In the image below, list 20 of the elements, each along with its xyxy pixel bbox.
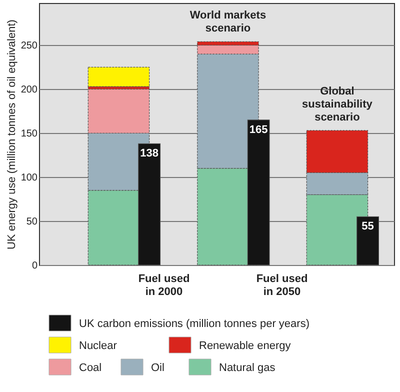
y-tick-label: 0 xyxy=(32,260,38,272)
text: Fuel used in 2000 xyxy=(138,273,190,298)
data-label: 138 xyxy=(140,148,159,160)
y-tick-label: 250 xyxy=(20,40,38,52)
bar xyxy=(88,66,150,87)
legend-label: Renewable energy xyxy=(199,340,292,352)
y-tick-label: 150 xyxy=(20,128,38,140)
legend-label: UK carbon emissions (million tonnes per years) xyxy=(79,318,310,330)
legend-label: Oil xyxy=(151,362,164,374)
data-label: 55 xyxy=(362,220,374,233)
x-tick-label: World markets scenario xyxy=(190,10,266,35)
text: Fuel used in 2050 xyxy=(256,273,308,298)
y-axis-title: UK energy use (million tonnes of oil equivalent) xyxy=(6,20,18,250)
data-label: 165 xyxy=(249,124,268,136)
legend-label: Coal xyxy=(79,362,102,374)
legend-label: Natural gas xyxy=(219,362,276,374)
y-tick-label: 100 xyxy=(20,172,38,184)
legend-label: Nuclear xyxy=(79,340,118,352)
y-tick-label: 50 xyxy=(26,216,38,228)
y-tick-label: 200 xyxy=(20,84,38,96)
